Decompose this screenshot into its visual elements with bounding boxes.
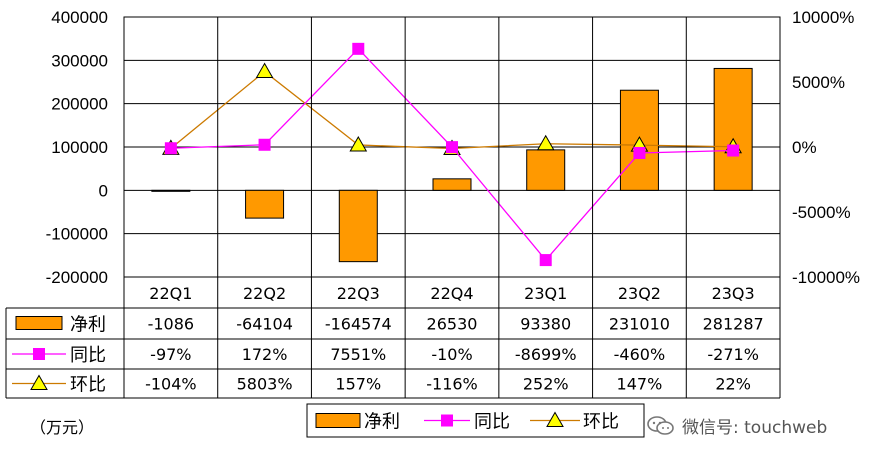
legend-bar-swatch — [315, 413, 361, 428]
category-label: 22Q3 — [337, 284, 380, 303]
legend — [306, 403, 645, 438]
series-label: 净利 — [70, 315, 106, 336]
bar — [338, 189, 378, 263]
data-point — [727, 144, 740, 157]
data-point — [258, 138, 271, 151]
bar — [526, 149, 566, 191]
data-point — [446, 141, 458, 154]
data-point — [164, 142, 177, 155]
legend-bar-swatch — [15, 316, 63, 330]
bar — [432, 178, 472, 191]
category-label: 22Q1 — [149, 284, 192, 303]
y-right-tick-label: -5000% — [792, 203, 851, 222]
category-label: 23Q3 — [712, 284, 755, 303]
data-label: 157% — [335, 375, 381, 394]
y-left-tick-label: 200000 — [51, 95, 108, 114]
category-label: 23Q1 — [524, 284, 567, 303]
data-point — [633, 146, 646, 159]
y-left-tick-label: 400000 — [51, 8, 108, 27]
legend-label: 环比 — [583, 412, 619, 433]
data-label: -8699% — [515, 345, 577, 364]
data-point — [33, 348, 45, 360]
bar — [713, 67, 753, 191]
y-left-tick-label: -100000 — [46, 225, 108, 244]
data-point — [30, 374, 48, 390]
data-label: -104% — [145, 375, 197, 394]
data-label: 252% — [523, 375, 569, 394]
data-label: -271% — [707, 345, 759, 364]
bar — [245, 189, 285, 219]
y-left-tick-label: 0 — [99, 181, 108, 200]
data-label: -64104 — [236, 315, 293, 334]
watermark-text: 微信号: touchweb — [682, 418, 828, 438]
data-point — [352, 42, 365, 55]
data-label: -164574 — [325, 315, 392, 334]
data-label: -460% — [614, 345, 666, 364]
data-label: 147% — [617, 375, 663, 394]
data-point — [539, 254, 552, 267]
data-point — [255, 62, 274, 79]
data-label: 7551% — [330, 345, 386, 364]
data-label: 93380 — [520, 315, 571, 334]
data-label: -10% — [431, 345, 472, 364]
data-point — [546, 411, 564, 427]
data-label: 5803% — [237, 375, 293, 394]
data-label: 22% — [715, 375, 751, 394]
series-label: 环比 — [70, 375, 106, 396]
y-right-tick-label: 0% — [792, 138, 817, 157]
legend-label: 同比 — [474, 412, 510, 433]
data-point — [441, 414, 453, 427]
data-label: -97% — [150, 345, 191, 364]
wechat-icon — [647, 415, 674, 435]
y-left-tick-label: -200000 — [46, 268, 108, 287]
unit-label: （万元） — [30, 418, 95, 437]
y-right-tick-label: 10000% — [792, 8, 854, 27]
data-label: -1086 — [148, 315, 195, 334]
legend-label: 净利 — [364, 412, 400, 433]
data-label: -116% — [426, 375, 478, 394]
bar — [151, 189, 191, 192]
y-right-tick-label: 5000% — [792, 73, 845, 92]
series-label: 同比 — [70, 345, 106, 366]
category-label: 23Q2 — [618, 284, 661, 303]
data-point — [349, 135, 368, 152]
data-label: 231010 — [609, 315, 670, 334]
data-point — [536, 134, 555, 151]
data-label: 172% — [242, 345, 288, 364]
y-left-tick-label: 300000 — [51, 51, 108, 70]
category-label: 22Q4 — [430, 284, 473, 303]
category-label: 22Q2 — [243, 284, 286, 303]
watermark: 微信号: touchweb — [646, 413, 827, 438]
y-left-tick-label: 100000 — [51, 138, 108, 157]
data-label: 26530 — [427, 315, 478, 334]
data-label: 281287 — [703, 315, 764, 334]
y-right-tick-label: -10000% — [792, 268, 860, 287]
